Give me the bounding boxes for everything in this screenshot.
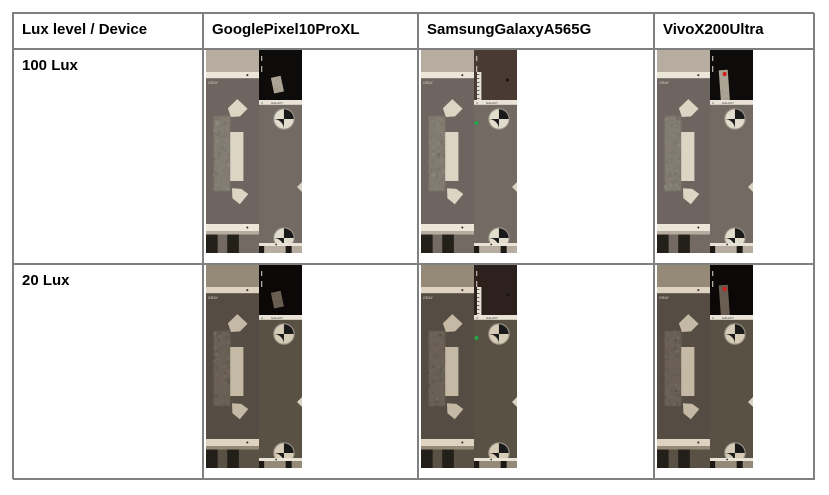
svg-text:GRAY: GRAY	[208, 296, 219, 300]
svg-text:GALAXY: GALAXY	[722, 101, 734, 105]
svg-text:GALAXY: GALAXY	[271, 316, 283, 320]
svg-text:GRAY: GRAY	[423, 81, 434, 85]
svg-text:GALAXY: GALAXY	[722, 316, 734, 320]
svg-text:GALAXY: GALAXY	[486, 316, 498, 320]
svg-text:GRAY: GRAY	[423, 296, 434, 300]
svg-text:GALAXY: GALAXY	[271, 101, 283, 105]
svg-text:GRAY: GRAY	[659, 81, 670, 85]
svg-text:GALAXY: GALAXY	[486, 101, 498, 105]
svg-text:GRAY: GRAY	[659, 296, 670, 300]
svg-text:GRAY: GRAY	[208, 81, 219, 85]
